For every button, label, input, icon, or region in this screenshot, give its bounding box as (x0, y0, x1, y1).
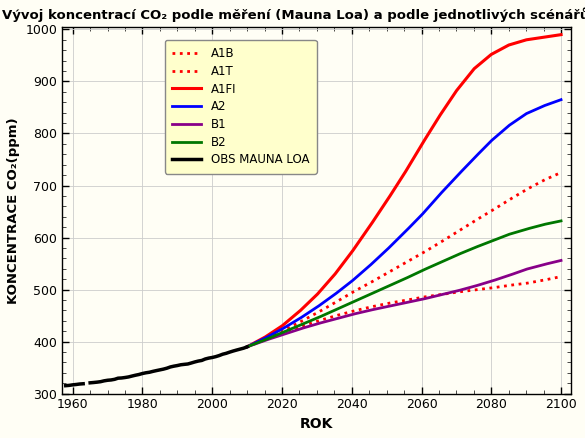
B1 (393, 302, 400, 307)
A1FI (393, 184, 400, 189)
A2 (394, 236, 401, 241)
B1 (431, 294, 438, 299)
A2 (243, 344, 250, 350)
B2 (414, 270, 421, 276)
Legend: A1B, A1T, A1FI, A2, B1, B2, OBS MAUNA LOA: A1B, A1T, A1FI, A2, B1, B2, OBS MAUNA LO… (165, 40, 316, 173)
A2 (431, 198, 438, 204)
A1T (558, 274, 565, 279)
B2 (431, 263, 438, 268)
A1FI (414, 150, 421, 155)
A1B (550, 173, 557, 179)
A1B (558, 170, 565, 175)
Line: B2: B2 (247, 221, 561, 347)
A1T (501, 283, 508, 289)
A1B (414, 254, 421, 259)
B2 (550, 220, 557, 225)
A1T (243, 344, 250, 350)
Line: A1B: A1B (247, 173, 561, 347)
A1T (414, 296, 421, 301)
A1T (394, 299, 401, 304)
A1FI (550, 33, 557, 39)
Y-axis label: KONCENTRACE CO₂(ppm): KONCENTRACE CO₂(ppm) (7, 117, 20, 304)
B2 (394, 279, 401, 284)
B2 (393, 280, 400, 285)
A1B (431, 244, 438, 249)
B2 (243, 344, 250, 350)
B1 (558, 258, 565, 263)
Line: A1FI: A1FI (247, 35, 561, 347)
A1T (550, 276, 557, 281)
A1FI (558, 32, 565, 37)
B1 (550, 260, 557, 265)
B1 (414, 298, 421, 303)
A1B (501, 200, 508, 205)
A1FI (431, 122, 438, 127)
B1 (501, 274, 508, 279)
B2 (501, 233, 508, 239)
A1B (393, 265, 400, 271)
Title: Vývoj koncentrací CO₂ podle měření (Mauna Loa) a podle jednotlivých scénářů SRES: Vývoj koncentrací CO₂ podle měření (Maun… (2, 7, 585, 21)
A2 (393, 238, 400, 243)
X-axis label: ROK: ROK (300, 417, 333, 431)
Line: A2: A2 (247, 100, 561, 347)
A1T (431, 293, 438, 298)
A1FI (501, 45, 508, 50)
A2 (550, 100, 557, 105)
A1B (243, 344, 250, 350)
A1T (393, 299, 400, 304)
A2 (501, 127, 508, 132)
B1 (243, 344, 250, 350)
Line: A1T: A1T (247, 276, 561, 347)
Line: B1: B1 (247, 261, 561, 347)
A1B (394, 264, 401, 269)
A1FI (394, 181, 401, 186)
A2 (558, 97, 565, 102)
B1 (394, 302, 401, 307)
A1FI (243, 344, 250, 350)
A2 (414, 217, 421, 223)
B2 (558, 218, 565, 223)
